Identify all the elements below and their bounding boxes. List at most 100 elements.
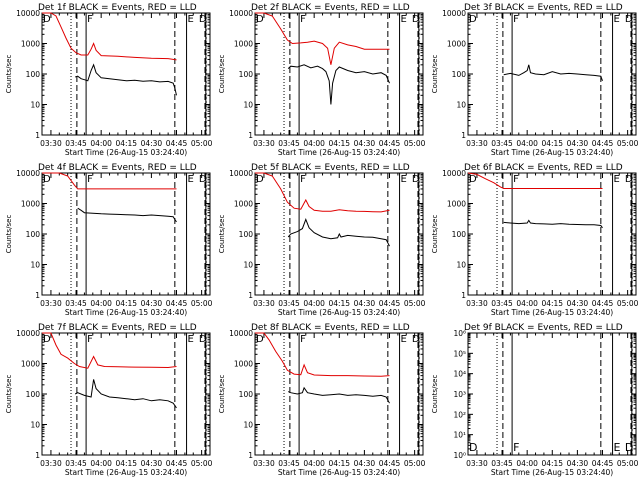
- series-line-lld: [255, 332, 390, 377]
- x-tick-label: 03:30: [466, 139, 488, 148]
- y-tick-label: 1: [461, 291, 466, 300]
- x-tick-label: 05:00: [404, 299, 426, 308]
- y-tick-label: 100: [452, 70, 467, 79]
- y-tick-label: 100: [26, 70, 41, 79]
- series-line-events: [287, 217, 390, 247]
- y-tick-label: 10⁵: [453, 349, 466, 358]
- x-tick-label: 04:00: [516, 139, 538, 148]
- x-tick-label: 04:15: [115, 459, 137, 468]
- marker-label: D: [256, 334, 264, 345]
- marker-label: F: [300, 174, 306, 185]
- series-line-events: [74, 379, 177, 409]
- chart-title: Det 5f BLACK = Events, RED = LLD: [251, 163, 410, 173]
- chart-title: Det 2f BLACK = Events, RED = LLD: [251, 3, 410, 13]
- y-tick-label: 10¹: [453, 431, 466, 440]
- x-tick-label: 03:30: [253, 299, 275, 308]
- series-line-events: [77, 207, 177, 223]
- x-tick-label: 03:45: [491, 299, 513, 308]
- marker-label: D: [199, 334, 207, 345]
- y-tick-label: 1: [461, 131, 466, 140]
- marker-label: D: [43, 14, 51, 25]
- x-axis-label: Start Time (26-Aug-15 03:24:40): [278, 148, 400, 157]
- marker-label: E: [401, 334, 407, 345]
- marker-label: D: [199, 14, 207, 25]
- y-tick-label: 10⁶: [453, 329, 466, 338]
- series-line-lld: [42, 172, 177, 190]
- x-tick-label: 04:00: [516, 459, 538, 468]
- y-tick-label: 10000: [16, 169, 40, 178]
- y-tick-label: 10000: [16, 329, 40, 338]
- series-line-lld: [42, 12, 177, 61]
- x-tick-label: 04:00: [303, 299, 325, 308]
- x-tick-label: 04:15: [541, 459, 563, 468]
- x-axis-label: Start Time (26-Aug-15 03:24:40): [65, 468, 187, 477]
- marker-label: D: [412, 334, 420, 345]
- x-tick-label: 04:00: [90, 299, 112, 308]
- y-tick-label: 10: [243, 261, 253, 270]
- x-tick-label: 04:30: [354, 459, 376, 468]
- plot-frame: [467, 172, 637, 296]
- plot-frame: [41, 332, 211, 456]
- x-tick-label: 04:00: [90, 459, 112, 468]
- x-tick-label: 03:45: [491, 139, 513, 148]
- marker-label: D: [625, 14, 633, 25]
- x-tick-label: 04:45: [592, 459, 614, 468]
- plot-frame: [467, 332, 637, 456]
- x-tick-label: 03:30: [40, 299, 62, 308]
- chart-title: Det 6f BLACK = Events, RED = LLD: [464, 163, 623, 173]
- marker-label: F: [513, 441, 519, 454]
- marker-label: E: [614, 441, 621, 454]
- marker-label: F: [513, 14, 519, 25]
- marker-label: D: [625, 174, 633, 185]
- x-tick-label: 04:45: [379, 459, 401, 468]
- y-tick-label: 100: [239, 390, 254, 399]
- y-axis-label: Counts/sec: [218, 375, 226, 414]
- y-tick-label: 1000: [21, 40, 40, 49]
- x-axis-label: Start Time (26-Aug-15 03:24:40): [278, 468, 400, 477]
- y-tick-label: 10: [30, 421, 40, 430]
- y-tick-label: 10²: [453, 410, 466, 419]
- y-tick-label: 1000: [234, 40, 253, 49]
- y-tick-label: 10000: [229, 329, 253, 338]
- y-tick-label: 10⁰: [453, 451, 466, 460]
- marker-label: E: [614, 14, 620, 25]
- y-axis-label: Counts/sec: [5, 55, 13, 94]
- marker-label: F: [87, 334, 93, 345]
- y-tick-label: 100: [239, 230, 254, 239]
- y-tick-label: 100: [239, 70, 254, 79]
- x-tick-label: 04:30: [567, 459, 589, 468]
- chart-title: Det 9f BLACK = Events, RED = LLD: [464, 323, 623, 333]
- chart-title: Det 4f BLACK = Events, RED = LLD: [38, 163, 197, 173]
- y-tick-label: 1: [248, 131, 253, 140]
- y-tick-label: 10: [456, 101, 466, 110]
- x-tick-label: 03:45: [65, 459, 87, 468]
- y-tick-label: 1: [35, 451, 40, 460]
- chart-title: Det 8f BLACK = Events, RED = LLD: [251, 323, 410, 333]
- x-tick-label: 03:45: [278, 139, 300, 148]
- x-tick-label: 04:00: [303, 459, 325, 468]
- plot-frame: [467, 12, 637, 136]
- marker-label: D: [469, 441, 477, 454]
- chart-title: Det 3f BLACK = Events, RED = LLD: [464, 3, 623, 13]
- marker-label: D: [625, 441, 633, 454]
- x-tick-label: 03:30: [253, 459, 275, 468]
- x-tick-label: 05:00: [191, 299, 213, 308]
- y-axis-label: Counts/sec: [431, 375, 439, 414]
- x-tick-label: 04:15: [541, 299, 563, 308]
- x-tick-label: 04:30: [141, 139, 163, 148]
- x-tick-label: 05:00: [191, 139, 213, 148]
- y-axis-label: Counts/sec: [218, 215, 226, 254]
- series-line-lld: [467, 172, 603, 189]
- series-line-events: [287, 386, 390, 404]
- marker-label: E: [188, 174, 194, 185]
- x-tick-label: 04:15: [328, 299, 350, 308]
- marker-label: E: [188, 14, 194, 25]
- series-line-lld: [255, 172, 390, 213]
- x-tick-label: 03:30: [40, 139, 62, 148]
- marker-label: D: [43, 174, 51, 185]
- x-tick-label: 04:15: [328, 139, 350, 148]
- y-axis-label: Counts/sec: [5, 375, 13, 414]
